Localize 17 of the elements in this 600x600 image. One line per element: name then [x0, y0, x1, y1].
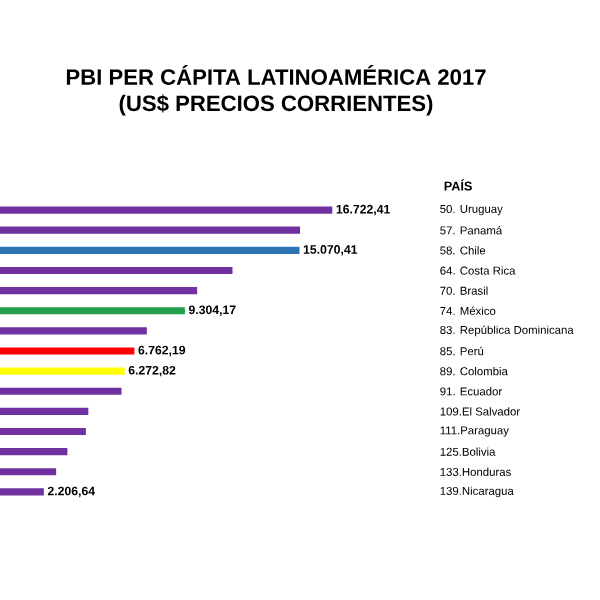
bar [0, 307, 185, 315]
bar [0, 387, 122, 395]
bar [0, 488, 44, 496]
bar [0, 367, 125, 375]
bar [0, 468, 57, 476]
bar [0, 427, 86, 436]
bar [0, 246, 300, 254]
bar [0, 407, 89, 415]
bar [0, 448, 68, 456]
bar [0, 206, 333, 214]
bar [0, 226, 301, 234]
chart-title: PBI PER CÁPITA LATINOAMÉRICA 2017 [66, 65, 486, 85]
bar [0, 347, 135, 355]
chart-subtitle: (US$ PRECIOS CORRIENTES) [119, 94, 433, 116]
bar [0, 266, 233, 275]
bar [0, 327, 147, 335]
bar [0, 287, 198, 295]
